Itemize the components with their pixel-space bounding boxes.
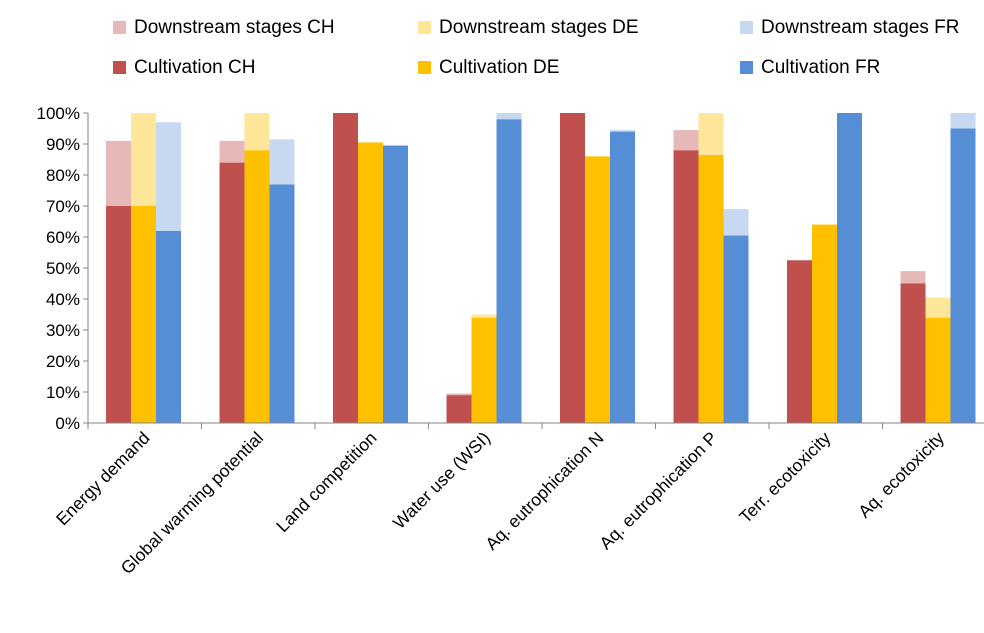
bar-cultivation-fr-aq-eutrophication-n: [610, 131, 635, 423]
bar-downstream-fr-energy-demand: [156, 122, 181, 231]
bar-cultivation-de-energy-demand: [131, 206, 156, 423]
bar-cultivation-de-land-competition: [358, 142, 383, 423]
bar-cultivation-fr-land-competition: [383, 145, 408, 424]
x-category-label: Aq. eutrophication P: [595, 428, 721, 554]
legend-label-cultivation-fr: Cultivation FR: [761, 57, 880, 78]
bar-cultivation-ch-terr-ecotoxicity: [787, 260, 812, 423]
bar-downstream-fr-aq-ecotoxicity: [950, 113, 976, 129]
y-tick-label: 90%: [46, 135, 80, 154]
y-tick-label: 10%: [46, 383, 80, 402]
plot-area: [106, 113, 976, 424]
bar-cultivation-de-aq-ecotoxicity: [925, 317, 951, 423]
bar-cultivation-fr-terr-ecotoxicity: [837, 113, 862, 423]
y-tick-label: 0%: [55, 414, 80, 433]
bar-cultivation-fr-global-warming-potential: [269, 184, 295, 423]
y-tick-label: 100%: [37, 104, 80, 123]
legend-label-downstream-stages-ch: Downstream stages CH: [134, 17, 335, 38]
x-category-label: Energy demand: [52, 428, 154, 530]
bar-downstream-fr-global-warming-potential: [269, 139, 295, 185]
legend-swatch-downstream-stages-fr: [740, 21, 753, 34]
bar-cultivation-ch-energy-demand: [106, 206, 131, 423]
legend-label-downstream-stages-fr: Downstream stages FR: [761, 17, 960, 38]
bar-cultivation-ch-land-competition: [333, 113, 358, 423]
bar-downstream-de-aq-eutrophication-p: [698, 113, 724, 155]
bar-cultivation-ch-aq-eutrophication-p: [673, 150, 699, 423]
bar-downstream-ch-global-warming-potential: [219, 140, 245, 163]
legend: Downstream stages CH Downstream stages DE…: [113, 17, 960, 78]
legend-label-cultivation-de: Cultivation DE: [439, 57, 559, 78]
legend-swatch-cultivation-de: [418, 61, 431, 74]
y-tick-label: 30%: [46, 321, 80, 340]
bar-downstream-de-energy-demand: [131, 113, 156, 206]
bar-cultivation-fr-water-use-wsi: [496, 119, 522, 423]
bar-downstream-ch-aq-eutrophication-p: [673, 130, 699, 151]
legend-label-downstream-stages-de: Downstream stages DE: [439, 17, 639, 38]
bar-cultivation-de-water-use-wsi: [471, 317, 497, 423]
bar-cultivation-de-aq-eutrophication-n: [585, 156, 610, 423]
legend-label-cultivation-ch: Cultivation CH: [134, 57, 255, 78]
y-tick-label: 80%: [46, 166, 80, 185]
bar-cultivation-de-global-warming-potential: [244, 150, 270, 423]
bar-cultivation-ch-water-use-wsi: [446, 395, 472, 423]
x-category-label: Terr. ecotoxicity: [735, 428, 835, 528]
legend-swatch-cultivation-ch: [113, 61, 126, 74]
bar-downstream-fr-aq-eutrophication-n: [610, 130, 635, 132]
bar-downstream-de-water-use-wsi: [471, 314, 497, 318]
y-tick-label: 50%: [46, 259, 80, 278]
legend-swatch-downstream-stages-de: [418, 21, 431, 34]
bar-cultivation-de-aq-eutrophication-p: [698, 154, 724, 423]
bar-downstream-fr-aq-eutrophication-p: [723, 209, 749, 236]
x-category-label: Aq. eutrophication N: [481, 428, 607, 554]
y-tick-label: 70%: [46, 197, 80, 216]
bar-downstream-ch-energy-demand: [106, 140, 131, 206]
legend-swatch-cultivation-fr: [740, 61, 753, 74]
x-category-label: Aq. ecotoxicity: [854, 428, 948, 522]
bar-cultivation-de-terr-ecotoxicity: [812, 224, 837, 423]
bar-downstream-de-aq-ecotoxicity: [925, 297, 951, 318]
bar-cultivation-fr-energy-demand: [156, 230, 181, 423]
y-tick-label: 40%: [46, 290, 80, 309]
legend-swatch-downstream-stages-ch: [113, 21, 126, 34]
bar-downstream-fr-water-use-wsi: [496, 113, 522, 120]
bar-cultivation-fr-aq-eutrophication-p: [723, 235, 749, 423]
bar-cultivation-ch-global-warming-potential: [219, 162, 245, 423]
bar-cultivation-ch-aq-eutrophication-n: [560, 113, 585, 423]
bar-cultivation-ch-aq-ecotoxicity: [900, 283, 926, 423]
bar-downstream-de-global-warming-potential: [244, 113, 270, 151]
bar-downstream-ch-water-use-wsi: [446, 393, 472, 396]
x-category-label: Water use (WSI): [389, 428, 494, 533]
y-tick-label: 20%: [46, 352, 80, 371]
bar-cultivation-fr-aq-ecotoxicity: [950, 128, 976, 423]
x-category-label: Land competition: [272, 428, 380, 536]
y-tick-label: 60%: [46, 228, 80, 247]
bar-downstream-ch-aq-ecotoxicity: [900, 271, 926, 284]
